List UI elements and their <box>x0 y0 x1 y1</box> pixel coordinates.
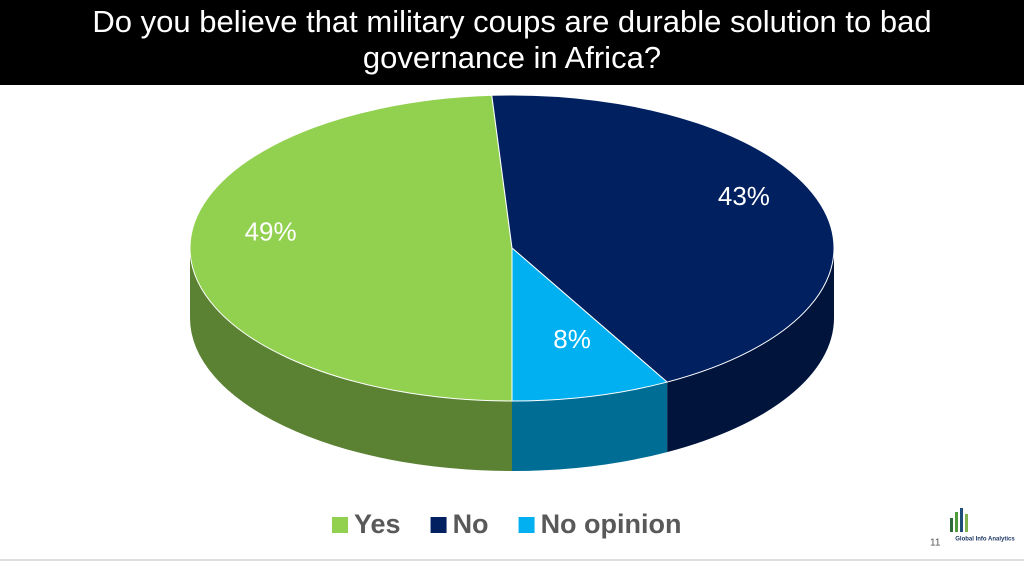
logo-bar <box>955 512 958 532</box>
pie-side <box>512 382 668 471</box>
data-label: 8% <box>553 324 591 354</box>
legend-label: No opinion <box>541 509 682 539</box>
pie-sides <box>190 248 834 471</box>
logo-text: Global Info Analytics <box>955 537 1015 543</box>
pie-side <box>190 248 512 471</box>
pie-side <box>667 248 834 453</box>
data-label: 43% <box>718 181 770 211</box>
data-label: 49% <box>245 216 297 246</box>
title-band: Do you believe that military coups are d… <box>0 0 1024 85</box>
pie-slice <box>189 94 513 402</box>
pie-slice <box>491 94 835 383</box>
chart-title: Do you believe that military coups are d… <box>92 4 932 75</box>
legend-swatch <box>518 517 535 533</box>
legend-label: No <box>453 509 489 539</box>
slide-number: 11 <box>930 538 941 549</box>
logo-bar <box>960 508 963 532</box>
legend-swatch <box>430 517 447 533</box>
legend-label: Yes <box>354 509 401 539</box>
logo <box>950 508 968 532</box>
legend-swatch <box>332 517 348 533</box>
logo-bar <box>950 518 953 532</box>
pie-slice <box>511 246 669 402</box>
pie-tops <box>189 94 835 402</box>
logo-bar <box>965 514 968 532</box>
